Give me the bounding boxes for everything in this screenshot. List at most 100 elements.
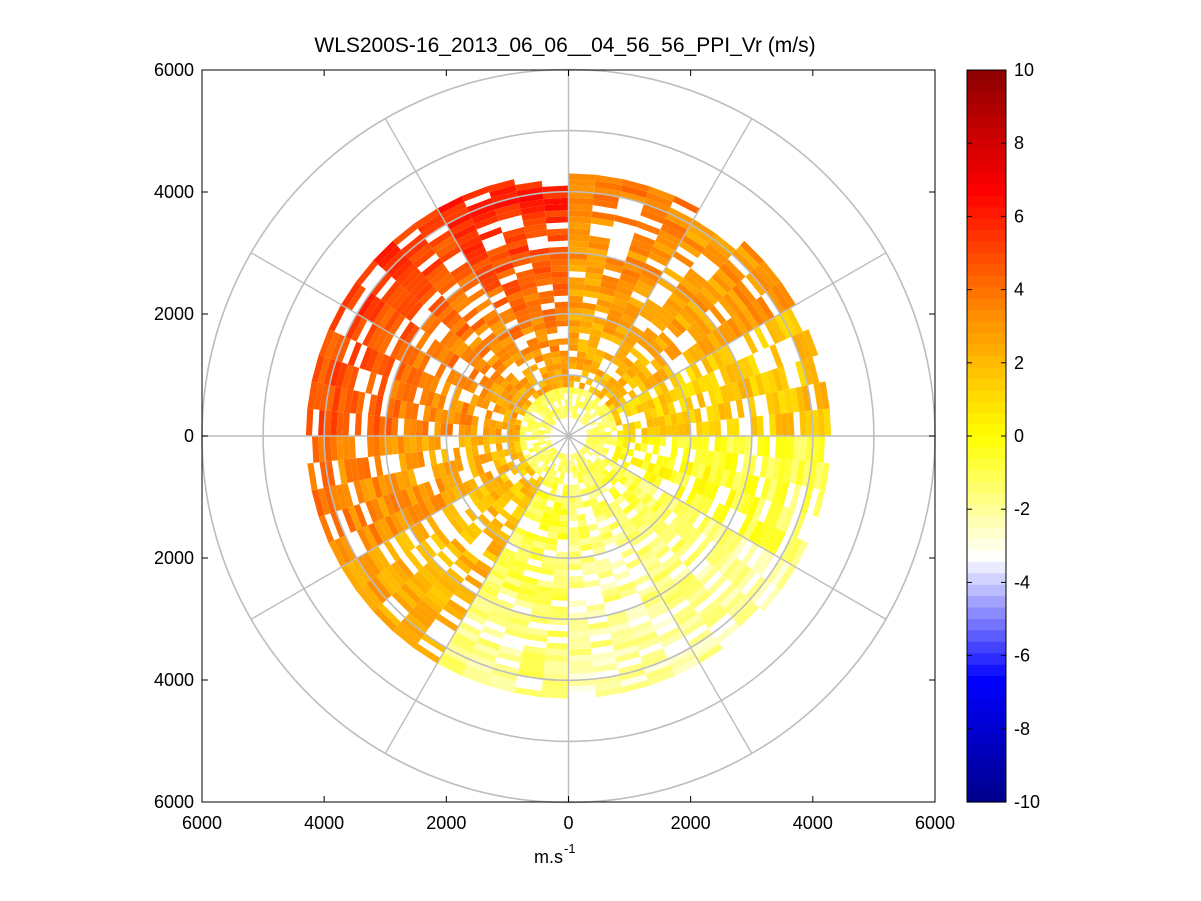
velocity-cell xyxy=(590,401,598,409)
velocity-cell xyxy=(578,382,586,390)
velocity-cell xyxy=(591,322,605,332)
velocity-cell xyxy=(533,457,542,465)
velocity-cell xyxy=(455,322,471,338)
velocity-cell xyxy=(604,431,612,436)
velocity-cell xyxy=(555,375,563,383)
velocity-cell xyxy=(644,409,653,420)
velocity-cell xyxy=(549,519,560,528)
colorbar-swatch xyxy=(967,756,1006,769)
velocity-cell xyxy=(526,407,534,415)
velocity-cell xyxy=(359,479,371,503)
velocity-cell xyxy=(647,374,659,388)
velocity-cell xyxy=(370,498,385,521)
velocity-cell xyxy=(568,228,591,236)
velocity-cell xyxy=(638,549,655,563)
velocity-cell xyxy=(519,581,537,592)
colorbar-swatch xyxy=(967,253,1006,266)
velocity-cell xyxy=(378,306,396,330)
velocity-cell xyxy=(740,240,764,265)
velocity-cell xyxy=(701,603,724,624)
velocity-cell xyxy=(615,284,634,297)
velocity-cell xyxy=(530,316,545,326)
velocity-cell xyxy=(603,407,611,415)
velocity-cell xyxy=(655,235,679,251)
velocity-cell xyxy=(724,488,737,509)
velocity-cell xyxy=(635,544,652,558)
velocity-cell xyxy=(685,381,697,397)
velocity-cell xyxy=(791,334,807,361)
velocity-cell xyxy=(367,299,386,323)
velocity-cell xyxy=(759,260,781,286)
velocity-cell xyxy=(404,452,414,471)
velocity-cell xyxy=(506,238,528,251)
velocity-cell xyxy=(519,430,526,436)
velocity-cell xyxy=(578,525,589,534)
velocity-cell xyxy=(511,558,527,570)
velocity-cell xyxy=(469,393,480,406)
velocity-cell xyxy=(549,606,569,614)
velocity-cell xyxy=(715,583,737,604)
velocity-cell xyxy=(669,292,688,309)
velocity-cell xyxy=(707,466,718,484)
velocity-cell xyxy=(528,343,541,353)
velocity-cell xyxy=(579,416,585,423)
velocity-cell xyxy=(576,394,582,402)
velocity-cell xyxy=(467,605,489,621)
velocity-cell xyxy=(492,562,509,576)
velocity-cell xyxy=(586,458,594,466)
velocity-cell xyxy=(805,410,813,436)
velocity-cell xyxy=(518,663,545,673)
velocity-cell xyxy=(449,518,465,535)
velocity-cell xyxy=(602,325,616,336)
velocity-cell xyxy=(753,326,770,350)
azimuth-spoke xyxy=(567,435,753,754)
velocity-cell xyxy=(666,322,682,338)
velocity-cell xyxy=(555,394,561,402)
velocity-cell xyxy=(538,290,554,299)
velocity-cell xyxy=(511,495,522,506)
velocity-cell xyxy=(339,535,357,562)
velocity-cell xyxy=(437,658,465,676)
velocity-cell xyxy=(532,424,540,430)
velocity-cell xyxy=(539,296,555,305)
velocity-cell xyxy=(392,399,402,419)
velocity-cell xyxy=(464,246,487,262)
velocity-cell xyxy=(636,337,651,350)
velocity-cell xyxy=(629,497,642,509)
velocity-cell xyxy=(534,534,547,544)
velocity-cell xyxy=(436,346,450,363)
velocity-cell xyxy=(503,284,522,297)
velocity-cell xyxy=(659,507,673,522)
velocity-cell xyxy=(751,299,770,323)
velocity-cell xyxy=(777,458,788,482)
velocity-cell xyxy=(787,412,795,436)
velocity-cell xyxy=(343,458,354,483)
velocity-cell xyxy=(531,348,543,358)
velocity-cell xyxy=(711,404,721,421)
velocity-cell xyxy=(628,296,645,310)
velocity-cell xyxy=(410,451,420,470)
velocity-cell xyxy=(542,352,552,361)
velocity-cell xyxy=(819,381,830,410)
velocity-cell xyxy=(687,628,713,648)
velocity-cell xyxy=(532,399,540,408)
velocity-cell xyxy=(452,223,477,241)
velocity-cell xyxy=(585,473,593,481)
velocity-cell xyxy=(670,413,678,426)
velocity-cell xyxy=(760,371,772,395)
velocity-cell xyxy=(605,256,626,268)
velocity-cell xyxy=(483,444,491,454)
velocity-cell xyxy=(661,554,679,570)
velocity-cell xyxy=(495,420,503,429)
velocity-cell xyxy=(523,530,537,541)
velocity-cell xyxy=(583,284,601,293)
colorbar-swatch xyxy=(967,161,1006,174)
velocity-cell xyxy=(677,436,685,449)
velocity-cell xyxy=(542,418,549,424)
velocity-cell xyxy=(457,272,477,288)
velocity-cell xyxy=(731,471,742,491)
velocity-cell xyxy=(452,386,463,401)
colorbar-swatch xyxy=(967,413,1006,426)
velocity-cell xyxy=(389,379,401,400)
